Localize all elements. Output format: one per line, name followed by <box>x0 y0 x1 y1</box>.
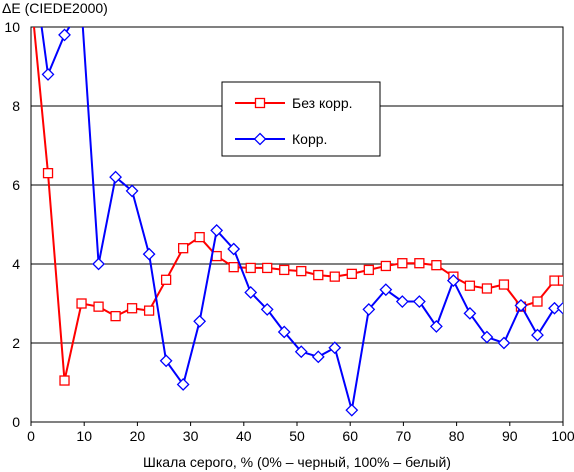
y-tick-label-0: 0 <box>12 414 20 430</box>
legend-square-marker <box>254 97 266 109</box>
x-tick-label-20: 20 <box>130 428 146 444</box>
series-1-point <box>414 258 425 269</box>
x-tick-label-10: 10 <box>76 428 92 444</box>
series-1-point <box>245 262 256 274</box>
series-line-2 <box>40 27 563 412</box>
series-2-point <box>244 286 258 299</box>
x-tick-label-80: 80 <box>449 428 465 444</box>
series-2-point <box>345 403 359 417</box>
legend-label-series-1: Без корр. <box>292 95 353 111</box>
series-2-point <box>446 274 460 288</box>
series-1-point <box>363 264 374 276</box>
series-2-point <box>412 295 426 308</box>
series-1-point <box>59 375 70 386</box>
series-2-point <box>227 242 241 256</box>
x-tick-label-60: 60 <box>342 428 358 444</box>
x-tick-label-0: 0 <box>27 428 35 444</box>
series-2-point <box>125 184 139 198</box>
series-1-point <box>549 275 560 286</box>
series-2-point <box>362 303 376 316</box>
series-1-point <box>126 303 138 314</box>
series-2-point <box>142 247 156 261</box>
x-tick-label-40: 40 <box>236 428 252 444</box>
y-tick-label-10: 10 <box>4 19 20 35</box>
series-1-point <box>178 243 189 254</box>
legend-box <box>221 81 381 157</box>
series-2-point <box>41 67 55 81</box>
series-1-point <box>296 265 307 277</box>
series-1-point <box>262 262 273 274</box>
series-2-point <box>497 336 511 350</box>
x-tick-label-50: 50 <box>289 428 305 444</box>
series-2-point <box>311 350 325 364</box>
series-2-point <box>176 378 190 391</box>
series-2-point <box>556 301 563 315</box>
series-2-point <box>109 170 123 184</box>
y-tick-label-4: 4 <box>12 256 20 272</box>
series-1-point <box>143 305 155 316</box>
series-1-point <box>431 260 442 271</box>
series-line-1 <box>33 27 563 382</box>
series-1-point <box>110 310 121 322</box>
x-axis-title: Шкала серого, % (0% – черный, 100% – бел… <box>143 454 451 470</box>
series-2-point <box>463 306 477 320</box>
series-2-point <box>531 328 544 342</box>
series-1-point <box>228 262 239 273</box>
y-tick-label-6: 6 <box>12 177 20 193</box>
series-1-point <box>346 268 357 280</box>
series-2-point <box>548 301 561 315</box>
series-2-point <box>480 330 494 344</box>
series-2-point <box>193 314 207 328</box>
series-1-point <box>279 264 290 276</box>
y-tick-labels: 0 2 4 6 8 10 <box>4 19 20 430</box>
series-layer <box>33 27 563 417</box>
series-1-point <box>194 231 205 243</box>
legend-diamond-marker <box>253 132 267 146</box>
y-tick-label-2: 2 <box>12 335 20 351</box>
series-1-point <box>464 280 476 291</box>
x-tick-label-100: 100 <box>551 428 574 444</box>
y-tick-label-8: 8 <box>12 98 20 114</box>
series-2-point <box>294 345 308 359</box>
x-tick-labels: 0 10 20 30 40 50 60 70 80 90 100 <box>27 422 574 444</box>
y-axis-title: ΔE (CIEDE2000) <box>2 0 108 16</box>
x-tick-label-70: 70 <box>396 428 412 444</box>
series-1-point <box>211 250 222 262</box>
series-2-point <box>92 257 105 271</box>
series-1-point <box>42 167 54 179</box>
series-2-point <box>58 28 71 42</box>
series-1-point <box>76 298 87 309</box>
series-1-point <box>329 271 340 282</box>
series-1-point <box>498 279 510 290</box>
series-1-point <box>93 301 104 312</box>
series-2-point <box>260 303 274 316</box>
series-1-point <box>380 260 391 272</box>
legend: Без корр. Корр. <box>221 81 381 157</box>
legend-label-series-2: Корр. <box>292 131 327 147</box>
series-2-point <box>514 299 528 312</box>
series-2-point <box>379 283 393 297</box>
series-1-point <box>397 258 408 269</box>
series-1-point <box>481 283 493 294</box>
series-1-point <box>557 275 563 286</box>
series-2-point <box>210 224 224 237</box>
series-1-point <box>532 296 543 307</box>
series-1-point <box>160 274 172 285</box>
series-2-point <box>395 295 409 308</box>
series-2-point <box>277 325 291 339</box>
series-2-point <box>328 341 342 355</box>
series-1-point <box>313 269 324 281</box>
series-2-point <box>159 354 173 368</box>
series-2-point <box>429 319 443 333</box>
x-tick-label-90: 90 <box>502 428 518 444</box>
x-tick-label-30: 30 <box>183 428 199 444</box>
